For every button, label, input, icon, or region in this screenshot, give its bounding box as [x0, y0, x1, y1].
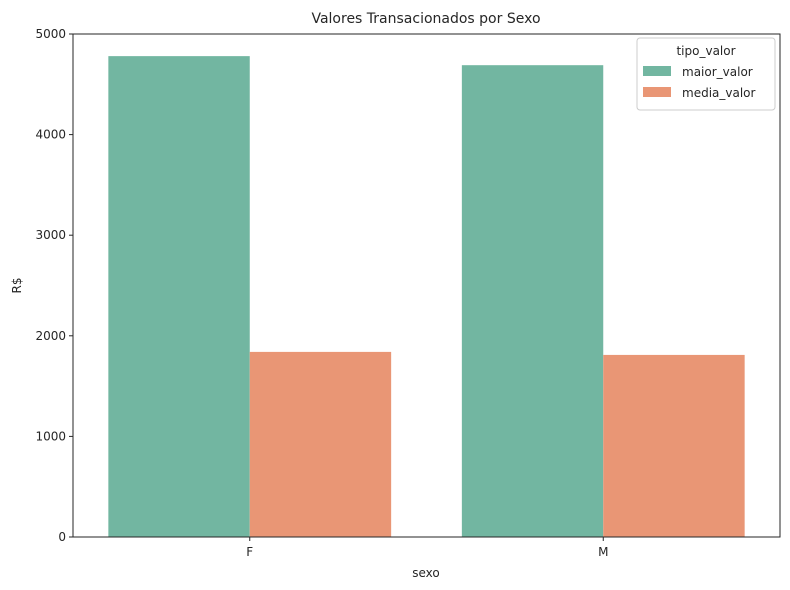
- legend-swatch-media_valor: [643, 87, 671, 97]
- y-tick-label: 4000: [35, 128, 66, 142]
- y-tick-label: 1000: [35, 429, 66, 443]
- bar-media_valor-F: [249, 351, 392, 537]
- bar-maior_valor-M: [461, 65, 604, 537]
- x-tick-label-M: M: [598, 545, 608, 559]
- axes-frame: [72, 33, 781, 538]
- y-axis-label: R$: [10, 278, 24, 294]
- legend-items: maior_valor media_valor: [643, 65, 756, 100]
- bar-maior_valor-F: [108, 56, 250, 538]
- y-tick-label: 0: [58, 530, 66, 544]
- legend-title: tipo_valor: [676, 44, 735, 58]
- legend-label-maior_valor: maior_valor: [682, 65, 753, 79]
- x-axis-label: sexo: [412, 566, 440, 580]
- y-tick-label: 3000: [35, 228, 66, 242]
- y-axis-ticks: 0 1000 2000 3000 4000 5000: [35, 27, 73, 544]
- legend-swatch-maior_valor: [643, 66, 671, 76]
- x-tick-label-F: F: [246, 545, 253, 559]
- legend-label-media_valor: media_valor: [682, 86, 756, 100]
- y-tick-label: 5000: [35, 27, 66, 41]
- bars-group: [108, 56, 745, 538]
- chart-title: Valores Transacionados por Sexo: [311, 11, 540, 27]
- legend-box: [636, 37, 776, 111]
- bar-media_valor-M: [603, 354, 745, 537]
- legend: tipo_valor maior_valor media_valor: [636, 37, 776, 111]
- plot-area: [72, 33, 781, 538]
- y-tick-label: 2000: [35, 329, 66, 343]
